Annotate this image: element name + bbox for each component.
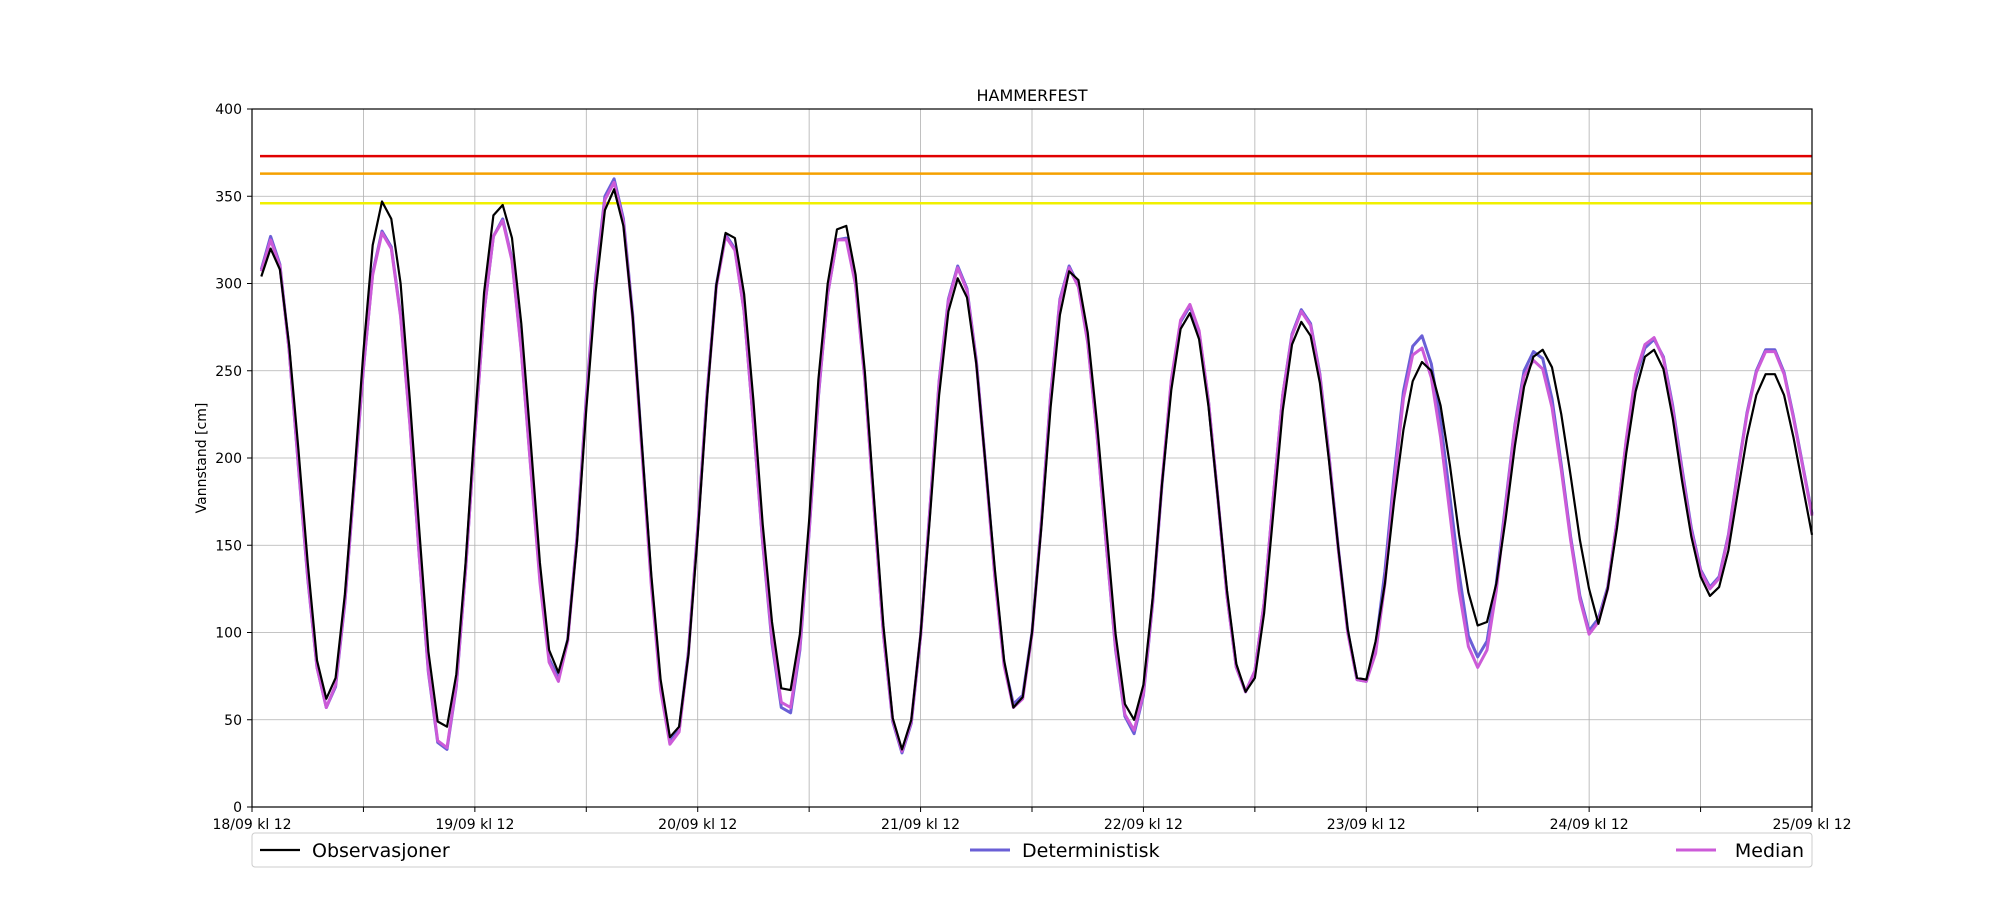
y-tick-label: 200 <box>215 451 242 467</box>
chart-title: HAMMERFEST <box>976 86 1087 105</box>
x-tick-label: 18/09 kl 12 <box>212 817 291 833</box>
x-tick-label: 19/09 kl 12 <box>435 817 514 833</box>
y-tick-label: 400 <box>215 102 242 118</box>
y-tick-label: 150 <box>215 538 242 554</box>
legend-label: Deterministisk <box>1022 840 1160 862</box>
x-tick-label: 24/09 kl 12 <box>1550 817 1629 833</box>
x-axis-ticks: 18/09 kl 12 19/09 kl 12 20/09 kl 12 21/09 k… <box>212 807 1852 833</box>
x-tick-label: 20/09 kl 12 <box>658 817 737 833</box>
series-lines <box>259 177 1814 755</box>
y-axis-ticks: 0 50 100 150 200 250 300 350 400 <box>215 102 252 816</box>
legend-label: Observasjoner <box>312 840 450 862</box>
y-tick-label: 250 <box>215 364 242 380</box>
y-tick-label: 300 <box>215 277 242 293</box>
y-tick-label: 100 <box>215 626 242 642</box>
x-tick-label: 21/09 kl 12 <box>881 817 960 833</box>
x-tick-label: 22/09 kl 12 <box>1104 817 1183 833</box>
grid <box>251 108 1813 808</box>
y-tick-label: 0 <box>233 800 242 816</box>
y-tick-label: 350 <box>215 189 242 205</box>
y-tick-label: 50 <box>224 713 242 729</box>
threshold-lines <box>260 154 1812 205</box>
legend-box <box>251 832 1813 868</box>
x-tick-label: 23/09 kl 12 <box>1327 817 1406 833</box>
x-tick-label: 25/09 kl 12 <box>1772 817 1851 833</box>
legend: Observasjoner Deterministisk Median <box>251 832 1813 868</box>
y-axis-label: Vannstand [cm] <box>194 403 210 514</box>
legend-label: Median <box>1735 840 1804 862</box>
series-line-observasjoner <box>260 188 1814 751</box>
